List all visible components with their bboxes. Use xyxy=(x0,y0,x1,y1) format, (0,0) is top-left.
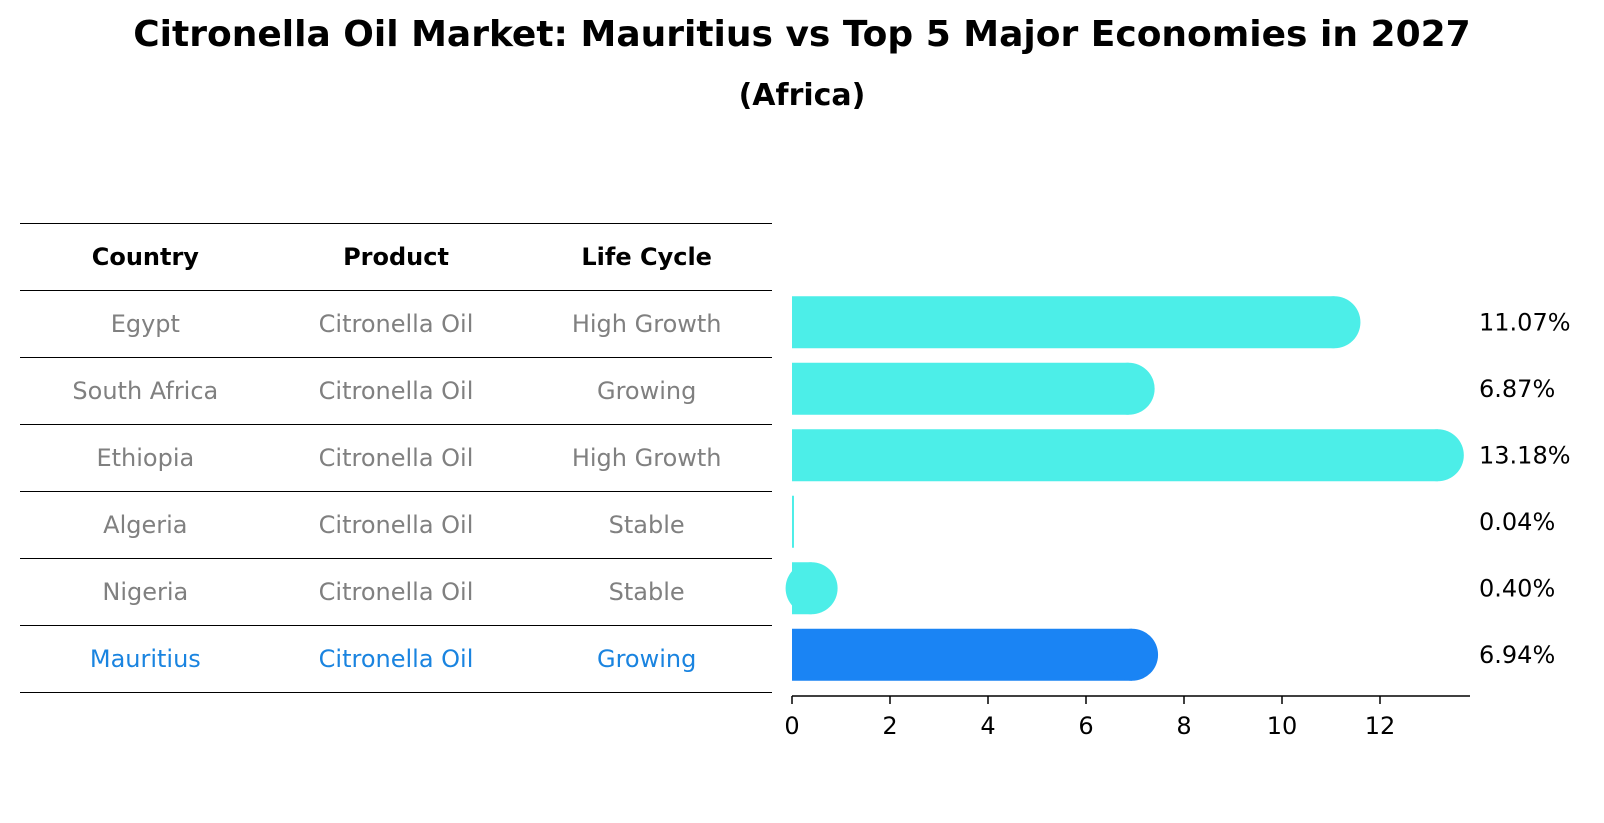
x-tick-label: 6 xyxy=(1078,712,1093,740)
x-tick-label: 2 xyxy=(882,712,897,740)
table-row: Egypt Citronella Oil High Growth xyxy=(20,291,772,358)
x-tick-label: 10 xyxy=(1267,712,1298,740)
table-row: South Africa Citronella Oil Growing xyxy=(20,358,772,425)
bar-egypt xyxy=(792,296,1361,349)
x-tick-label: 12 xyxy=(1365,712,1396,740)
chart-title: Citronella Oil Market: Mauritius vs Top … xyxy=(133,14,1471,55)
bar-ethiopia xyxy=(792,429,1464,482)
cell-product: Citronella Oil xyxy=(318,511,474,539)
table-row: Algeria Citronella Oil Stable xyxy=(20,492,772,559)
cell-country: Mauritius xyxy=(89,645,201,673)
bar-south-africa xyxy=(792,362,1155,415)
bar-algeria xyxy=(792,495,794,548)
cell-product: Citronella Oil xyxy=(318,377,474,405)
value-label: 0.04% xyxy=(1479,508,1555,536)
cell-product: Citronella Oil xyxy=(318,578,474,606)
header-product: Product xyxy=(343,243,449,271)
table-row: Ethiopia Citronella Oil High Growth xyxy=(20,425,772,492)
cell-country: Egypt xyxy=(110,310,180,338)
table-row-highlighted: Mauritius Citronella Oil Growing xyxy=(20,626,772,693)
x-tick-label: 4 xyxy=(980,712,995,740)
header-country: Country xyxy=(91,243,199,271)
x-tick-label: 8 xyxy=(1176,712,1191,740)
table-row: Nigeria Citronella Oil Stable xyxy=(20,559,772,626)
cell-life-cycle: Stable xyxy=(608,511,685,539)
bar-mauritius xyxy=(792,628,1159,681)
cell-country: South Africa xyxy=(72,377,219,405)
header-life-cycle: Life Cycle xyxy=(581,243,712,271)
data-table: Country Product Life Cycle Egypt Citrone… xyxy=(20,223,772,693)
value-label: 6.94% xyxy=(1479,641,1555,669)
x-tick-label: 0 xyxy=(784,712,799,740)
cell-life-cycle: Stable xyxy=(608,578,685,606)
value-label: 0.40% xyxy=(1479,574,1555,602)
cell-life-cycle: Growing xyxy=(596,645,697,673)
cell-product: Citronella Oil xyxy=(318,310,474,338)
cell-country: Ethiopia xyxy=(96,444,195,472)
cell-life-cycle: Growing xyxy=(596,377,697,405)
bar-nigeria xyxy=(785,562,838,615)
cell-product: Citronella Oil xyxy=(318,645,474,673)
chart-subtitle: (Africa) xyxy=(738,78,866,113)
cell-country: Algeria xyxy=(103,511,188,539)
cell-life-cycle: High Growth xyxy=(571,310,722,338)
value-label: 11.07% xyxy=(1479,308,1571,336)
value-label: 6.87% xyxy=(1479,375,1555,403)
value-label: 13.18% xyxy=(1479,441,1571,469)
cell-product: Citronella Oil xyxy=(318,444,474,472)
cell-country: Nigeria xyxy=(102,578,189,606)
table-header-row: Country Product Life Cycle xyxy=(20,223,772,291)
cell-life-cycle: High Growth xyxy=(571,444,722,472)
